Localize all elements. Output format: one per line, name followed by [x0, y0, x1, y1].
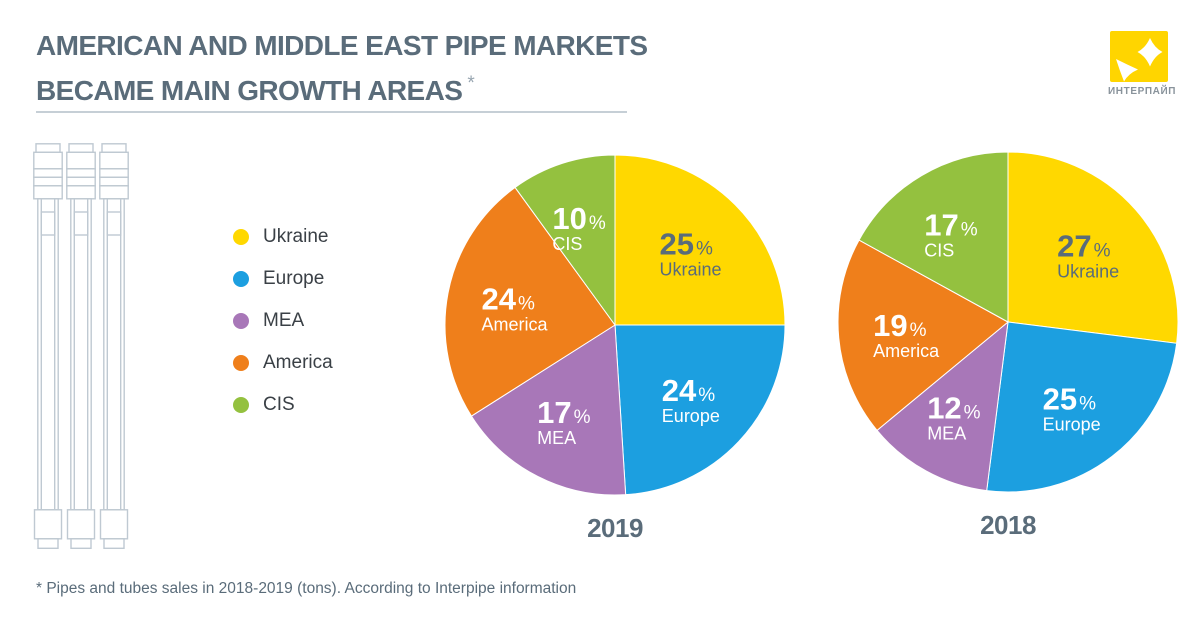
page-title-line2: BECAME MAIN GROWTH AREAS *	[36, 65, 647, 110]
interpipe-logo-icon	[1110, 31, 1168, 82]
page-title-line1: AMERICAN AND MIDDLE EAST PIPE MARKETS	[36, 30, 648, 61]
pipe-3	[99, 143, 129, 550]
pipe-1	[33, 143, 63, 550]
pie-year-2019: 2019	[587, 513, 643, 543]
svg-text:24%: 24%	[662, 373, 715, 408]
legend-label: MEA	[263, 310, 305, 331]
pie-2018-slice-mea	[876, 320, 1009, 492]
legend-label: CIS	[263, 394, 295, 415]
legend-item-ukraine: Ukraine	[233, 226, 333, 247]
svg-text:Europe: Europe	[662, 406, 720, 426]
pie-2019-slice-mea	[470, 324, 627, 496]
legend-item-america: America	[233, 352, 333, 373]
legend-dot-ukraine	[233, 229, 249, 245]
legend-item-mea: MEA	[233, 310, 333, 331]
legend-label: America	[263, 352, 333, 373]
legend-dot-america	[233, 355, 249, 371]
pie-2019-label-europe: 24 %Europe	[662, 373, 720, 426]
pie-2018-slice-america	[837, 239, 1009, 432]
pie-2019-slice-cis	[514, 154, 616, 327]
svg-text:America: America	[482, 314, 549, 334]
pie-figure-2019: 25% Ukraine 24% Europe 17% MEA 24% America 10% CI…	[441, 151, 789, 544]
pie-2018-slice-ukraine	[1007, 151, 1179, 344]
title-divider	[36, 111, 627, 113]
interpipe-logo-brand: ИНТЕРПАЙП	[1108, 86, 1177, 97]
footnote-marker: *	[467, 73, 475, 94]
pie-2018-slice-cis	[858, 151, 1009, 323]
legend-item-europe: Europe	[233, 268, 333, 289]
legend-dot-mea	[233, 313, 249, 329]
pie-2018-slice-europe	[986, 321, 1178, 493]
legend-label: Europe	[263, 268, 325, 289]
pie-2018-label-america: 19 %America	[873, 308, 940, 361]
svg-text:America: America	[873, 341, 940, 361]
legend-item-cis: CIS	[233, 394, 333, 415]
pie-year-2018: 2018	[980, 510, 1036, 540]
legend: Ukraine Europe MEA America CIS	[233, 226, 333, 439]
pie-figure-2018: 27% Ukraine 25% Europe 12% MEA 19% America 17% CI…	[834, 148, 1182, 541]
pipes-illustration	[33, 143, 129, 550]
svg-text:CIS: CIS	[552, 234, 582, 254]
svg-text:CIS: CIS	[924, 240, 954, 260]
legend-dot-europe	[233, 271, 249, 287]
legend-label: Ukraine	[263, 226, 329, 247]
pie-2018-label-europe: 25 %Europe	[1043, 381, 1101, 434]
pipe-2	[66, 143, 96, 550]
interpipe-logo: ИНТЕРПАЙП	[1108, 31, 1177, 97]
svg-text:MEA: MEA	[537, 428, 576, 448]
svg-text:Ukraine: Ukraine	[1057, 261, 1119, 281]
pie-2019-slice-europe	[614, 324, 786, 496]
footnote-text: * Pipes and tubes sales in 2018-2019 (to…	[36, 580, 577, 597]
page-title-line2-text: BECAME MAIN GROWTH AREAS	[36, 75, 463, 106]
svg-text:MEA: MEA	[927, 423, 966, 443]
page-title: AMERICAN AND MIDDLE EAST PIPE MARKETS BE…	[36, 27, 648, 110]
pie-2019-slice-america	[444, 186, 616, 417]
svg-text:Ukraine: Ukraine	[660, 260, 722, 280]
legend-dot-cis	[233, 397, 249, 413]
pie-2019-slice-ukraine	[614, 154, 786, 326]
svg-text:Europe: Europe	[1043, 414, 1101, 434]
